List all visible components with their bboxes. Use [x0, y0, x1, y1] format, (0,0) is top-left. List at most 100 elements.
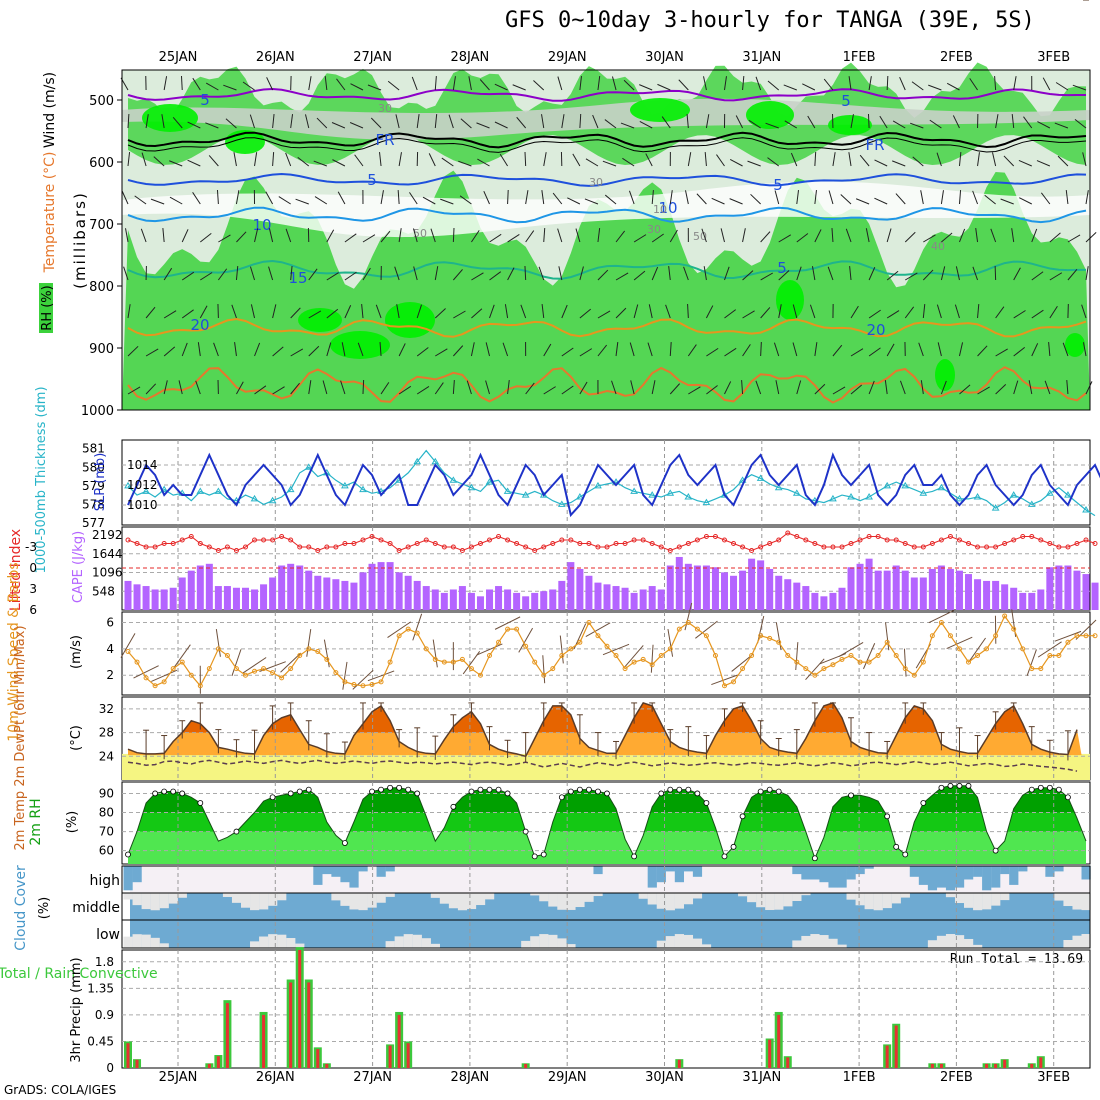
lifted-index-marker	[432, 541, 438, 546]
lifted-index-marker	[703, 534, 709, 539]
wind10m-marker	[613, 652, 619, 658]
cape-bar	[1064, 565, 1072, 610]
wind-barb	[272, 346, 284, 357]
lifted-index-marker	[1083, 537, 1089, 543]
wind-barb	[304, 114, 310, 129]
wind-barb	[755, 380, 762, 395]
date-label-bottom: 31JAN	[742, 1070, 781, 1085]
cape-bar	[992, 580, 1000, 610]
wind-barb	[865, 228, 870, 243]
cloud-middle-gap	[1063, 893, 1073, 907]
cloud-middle-gap	[448, 893, 459, 909]
wind-barb	[720, 228, 725, 243]
cloud-low-gap	[385, 941, 395, 948]
lifted-index-marker	[261, 537, 267, 543]
wind-barb	[344, 233, 357, 243]
wind-barb	[362, 379, 365, 395]
wind10m-barb	[259, 661, 286, 672]
cape-bar	[784, 579, 792, 610]
wind10m-marker	[1029, 666, 1035, 672]
precip-tick-label: 1.8	[95, 955, 114, 969]
lifted-index-marker	[1065, 544, 1071, 550]
wind10m-barb	[342, 661, 348, 690]
wind-barb	[344, 271, 357, 281]
date-label-top: 30JAN	[645, 50, 684, 65]
wind-barb	[485, 380, 490, 395]
cape-bar	[467, 592, 475, 610]
wind-barb	[1085, 266, 1089, 281]
thickness-marker	[865, 493, 873, 500]
cloud-high-bar	[864, 866, 874, 869]
wind-barb	[297, 156, 310, 167]
wind-barb	[661, 116, 671, 129]
wind-barb	[701, 228, 707, 243]
thickness-marker	[973, 493, 982, 500]
wind-barb	[940, 190, 944, 205]
cape-bar	[612, 586, 620, 610]
precip-convective-bar	[677, 1059, 681, 1068]
wind-barb	[850, 114, 854, 129]
wind-barb	[910, 122, 924, 129]
wind-barb	[845, 228, 852, 243]
precip-convective-bar	[524, 1063, 528, 1068]
cape-tick-label: 1096	[92, 566, 123, 580]
wind-barb	[254, 228, 259, 243]
wind-barb	[145, 306, 156, 319]
rh2m-marker	[269, 794, 276, 801]
lifted-index-marker	[640, 537, 646, 543]
cape-bar	[874, 570, 882, 610]
wind10m-marker	[441, 659, 447, 665]
lifted-index-marker	[505, 537, 511, 543]
cloud-high-bar	[647, 866, 657, 888]
wind-barb	[163, 310, 177, 319]
cloud-middle-gap	[1081, 893, 1091, 911]
rh-saturated-blob	[935, 359, 955, 391]
wind-barb	[850, 348, 864, 357]
wind-barb	[615, 272, 629, 281]
thickness-marker	[286, 485, 295, 493]
cloud-high-bar	[973, 866, 983, 877]
cape-bar	[205, 563, 213, 610]
wind10m-marker	[125, 649, 131, 655]
wind-barb	[428, 153, 436, 167]
cloud-middle-gap	[1072, 893, 1082, 910]
cloud-low-gap	[268, 934, 278, 948]
cloud-low-gap	[692, 938, 703, 948]
wind10m-marker	[496, 639, 502, 645]
wind10m-marker	[947, 633, 953, 639]
wind-barb	[187, 121, 201, 129]
wind10m-barb	[352, 669, 374, 690]
cape-bar	[919, 577, 927, 610]
wind-barb	[187, 159, 201, 167]
wind-barb	[434, 266, 439, 281]
lifted-index-marker	[667, 548, 673, 553]
rh2m-marker	[965, 782, 972, 789]
wind-barb	[729, 198, 743, 205]
cloud-low-gap	[810, 934, 820, 948]
cloud-middle-gap	[575, 893, 585, 908]
cloud-middle-gap	[846, 893, 856, 900]
wind-barb	[127, 386, 141, 395]
cloud-middle-gap	[674, 893, 685, 909]
wind-barb	[1067, 234, 1081, 243]
cape-bar	[928, 568, 936, 610]
rh2m-marker	[179, 790, 186, 797]
wind10m-barb	[518, 627, 534, 653]
wind-barb	[832, 152, 836, 167]
wind10m-marker	[875, 652, 881, 658]
precip-tick-label: 0.45	[87, 1034, 114, 1048]
cloud-high-bar	[855, 866, 865, 875]
cloud-low-gap	[792, 940, 802, 948]
dewpoint-line	[127, 759, 1078, 772]
wind-barb	[507, 233, 520, 243]
wind-barb	[150, 198, 165, 205]
lifted-index-marker	[767, 541, 773, 546]
wind10m-barb	[863, 643, 876, 670]
cloud-high-bar	[692, 866, 703, 877]
lifted-index-marker	[785, 530, 791, 536]
grads-credit: GrADS: COLA/IGES	[4, 1083, 117, 1097]
cape-bar	[567, 562, 575, 610]
lifted-index-marker	[333, 544, 339, 550]
contour-label: 15	[288, 269, 307, 287]
